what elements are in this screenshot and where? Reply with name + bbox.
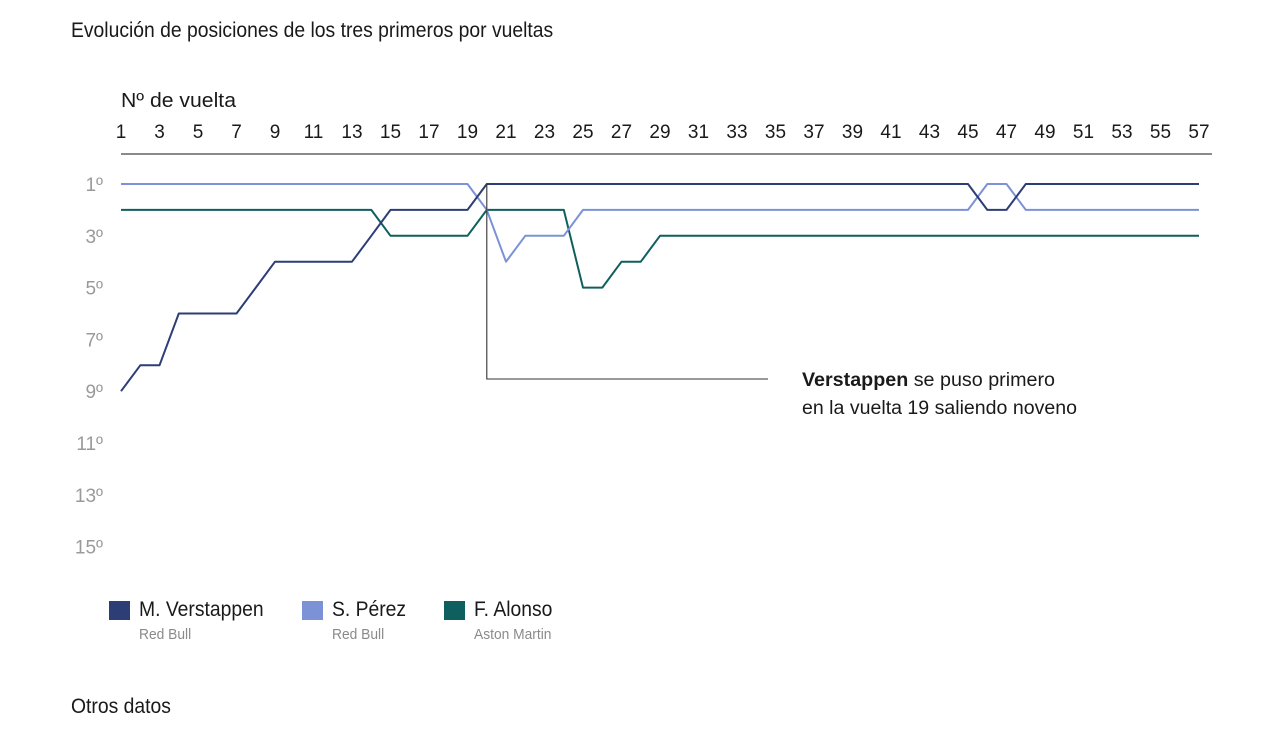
x-axis-label: Nº de vuelta: [121, 90, 237, 112]
annotation-bold: Verstappen: [802, 370, 908, 391]
y-tick-label: 13º: [75, 486, 103, 507]
legend-team: Red Bull: [139, 626, 192, 643]
y-tick-label: 5º: [85, 279, 103, 300]
x-tick-label: 35: [765, 122, 786, 143]
x-tick-label: 29: [649, 122, 670, 143]
x-tick-label: 27: [611, 122, 632, 143]
x-tick-label: 19: [457, 122, 478, 143]
x-tick-label: 49: [1034, 122, 1055, 143]
x-tick-label: 11: [304, 122, 324, 143]
x-tick-label: 47: [996, 122, 1017, 143]
y-tick-label: 11º: [76, 434, 103, 455]
x-tick-label: 3: [154, 122, 165, 143]
legend-swatch: [109, 601, 130, 620]
x-tick-label: 17: [418, 122, 439, 143]
legend-team: Red Bull: [332, 626, 385, 643]
x-tick-label: 31: [688, 122, 709, 143]
x-tick-label: 7: [231, 122, 242, 143]
series-lines: [120, 183, 1199, 392]
x-tick-label: 33: [726, 122, 747, 143]
x-tick-label: 1: [116, 122, 127, 143]
y-tick-label: 1º: [85, 175, 103, 196]
annotation-callout: Verstappen se puso primero en la vuelta …: [486, 184, 1077, 419]
y-tick-label: 3º: [85, 227, 103, 248]
section-title-otros-datos: Otros datos: [71, 695, 171, 718]
x-tick-label: 23: [534, 122, 555, 143]
y-tick-label: 15º: [75, 538, 103, 559]
x-tick-label: 13: [341, 122, 362, 143]
y-tick-label: 9º: [85, 382, 103, 403]
series-line-s-p-rez: [121, 183, 1199, 263]
annotation-line1: se puso primero: [908, 370, 1055, 391]
x-tick-label: 43: [919, 122, 940, 143]
x-tick-label: 39: [842, 122, 863, 143]
x-tick-label: 9: [270, 122, 281, 143]
annotation-leader-line: [486, 184, 768, 380]
legend-team: Aston Martin: [474, 626, 552, 643]
chart-title: Evolución de posiciones de los tres prim…: [71, 19, 554, 42]
series-line-f-alonso: [121, 208, 1199, 289]
legend-swatch: [302, 601, 323, 620]
legend-name: M. Verstappen: [139, 598, 264, 621]
legend-name: S. Pérez: [332, 598, 407, 621]
x-tick-label: 45: [957, 122, 978, 143]
annotation-text-line2: en la vuelta 19 saliendo noveno: [802, 398, 1077, 419]
x-tick-label: 41: [880, 122, 901, 143]
legend-swatch: [444, 601, 465, 620]
x-tick-labels: 1 3 5 7 9 11 13 15 17 19 21 23 25 27 29 31 33 35 37 39 41 43 4…: [116, 122, 1210, 143]
y-tick-label: 7º: [85, 330, 103, 351]
x-tick-label: 15: [380, 122, 401, 143]
y-tick-labels: 1º 3º 5º 7º 9º 11º 13º 15º: [75, 175, 103, 559]
x-tick-label: 21: [495, 122, 516, 143]
series-line-m-verstappen: [120, 183, 1199, 392]
x-tick-label: 57: [1188, 122, 1209, 143]
legend-name: F. Alonso: [474, 598, 553, 621]
x-tick-label: 51: [1073, 122, 1094, 143]
x-tick-label: 5: [193, 122, 204, 143]
x-tick-label: 55: [1150, 122, 1171, 143]
x-tick-label: 53: [1111, 122, 1132, 143]
x-tick-label: 25: [572, 122, 593, 143]
x-tick-label: 37: [803, 122, 824, 143]
annotation-text: Verstappen se puso primero: [802, 370, 1055, 391]
